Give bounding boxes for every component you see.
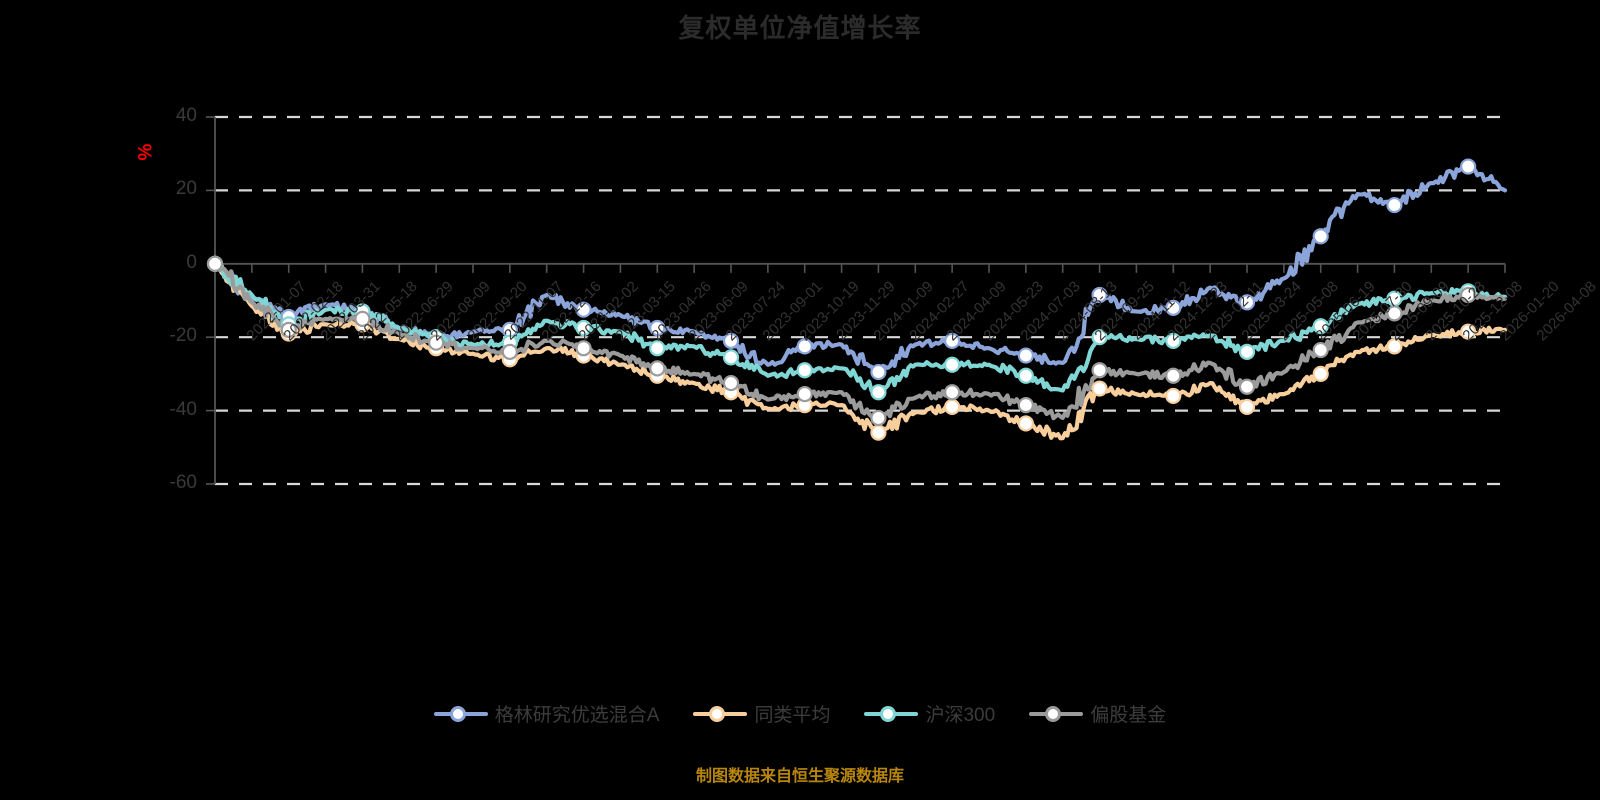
data-point-marker [722, 374, 740, 392]
data-point-marker [1386, 196, 1403, 214]
legend-label: 偏股基金 [1090, 705, 1167, 726]
data-point-marker [944, 332, 961, 349]
data-point-marker [1238, 398, 1256, 416]
chart-legend: 格林研究优选混合A 同类平均 沪深300 偏股基金 [0, 700, 1600, 727]
data-point-marker [1091, 286, 1108, 304]
data-point-marker [1312, 318, 1329, 335]
data-point-marker [1165, 299, 1182, 316]
legend-item-3[interactable]: 偏股基金 [1029, 700, 1166, 727]
data-point-marker [796, 385, 813, 403]
data-point-marker [1312, 228, 1329, 245]
data-point-marker [1017, 367, 1034, 384]
data-point-marker [1091, 362, 1108, 379]
data-point-marker [870, 424, 887, 441]
y-tick-label: -60 [169, 472, 197, 493]
legend-marker-icon [433, 703, 488, 725]
legend-label: 沪深300 [925, 705, 996, 726]
data-point-marker [1165, 332, 1182, 349]
data-point-marker [1091, 380, 1108, 397]
data-point-marker [575, 301, 592, 318]
axis-spines [214, 117, 1506, 484]
legend-marker-icon [864, 703, 919, 725]
data-point-marker [1386, 338, 1403, 355]
data-point-marker [1238, 343, 1256, 360]
data-point-marker [1165, 387, 1182, 405]
data-point-marker [1238, 378, 1256, 395]
data-point-marker [280, 321, 297, 338]
data-point-marker [1312, 365, 1329, 382]
data-point-marker [575, 340, 592, 357]
data-point-marker [1165, 367, 1182, 384]
legend-item-1[interactable]: 同类平均 [693, 700, 830, 727]
data-point-marker [575, 319, 592, 337]
legend-marker-icon [1029, 703, 1084, 725]
data-source-note: 制图数据来自恒生聚源数据库 [695, 768, 904, 785]
legend-label: 同类平均 [754, 705, 831, 726]
y-axis-unit-label: % [135, 143, 157, 161]
data-point-marker [649, 340, 666, 357]
data-point-marker [870, 409, 887, 427]
grid-lines [206, 115, 1505, 486]
legend-item-2[interactable]: 沪深300 [864, 700, 995, 727]
data-point-marker [796, 338, 813, 355]
data-point-marker [944, 384, 961, 401]
data-point-marker [1238, 294, 1256, 311]
data-point-marker [428, 334, 445, 351]
data-point-marker [1386, 305, 1403, 322]
data-point-marker [649, 360, 666, 377]
legend-item-0[interactable]: 格林研究优选混合A [433, 700, 660, 727]
data-point-marker [944, 356, 961, 373]
data-point-marker [1017, 347, 1034, 364]
data-point-marker [1017, 396, 1034, 414]
data-point-marker [649, 319, 666, 337]
data-point-marker [1312, 341, 1329, 359]
data-point-marker [354, 310, 371, 327]
legend-marker-icon [693, 703, 748, 725]
data-point-markers [206, 158, 1477, 441]
data-point-marker [1017, 415, 1034, 432]
data-point-marker [1460, 286, 1477, 304]
legend-label: 格林研究优选混合A [494, 705, 660, 726]
y-tick-label: -20 [169, 325, 197, 347]
data-point-marker [1460, 323, 1477, 340]
data-point-marker [796, 362, 813, 379]
data-point-marker [870, 363, 887, 381]
y-tick-label: -40 [169, 398, 197, 420]
y-tick-label: 40 [175, 105, 197, 126]
y-tick-label: 20 [175, 178, 197, 200]
data-point-marker [206, 255, 224, 272]
data-point-marker [1460, 158, 1477, 175]
data-point-marker [722, 332, 740, 349]
data-point-marker [722, 349, 740, 366]
data-point-marker [501, 343, 518, 360]
y-tick-label: 0 [186, 251, 197, 273]
data-point-marker [870, 384, 887, 401]
data-point-marker [944, 398, 961, 416]
page-title: 复权单位净值增长率 [678, 13, 922, 43]
data-point-marker [1091, 329, 1108, 346]
